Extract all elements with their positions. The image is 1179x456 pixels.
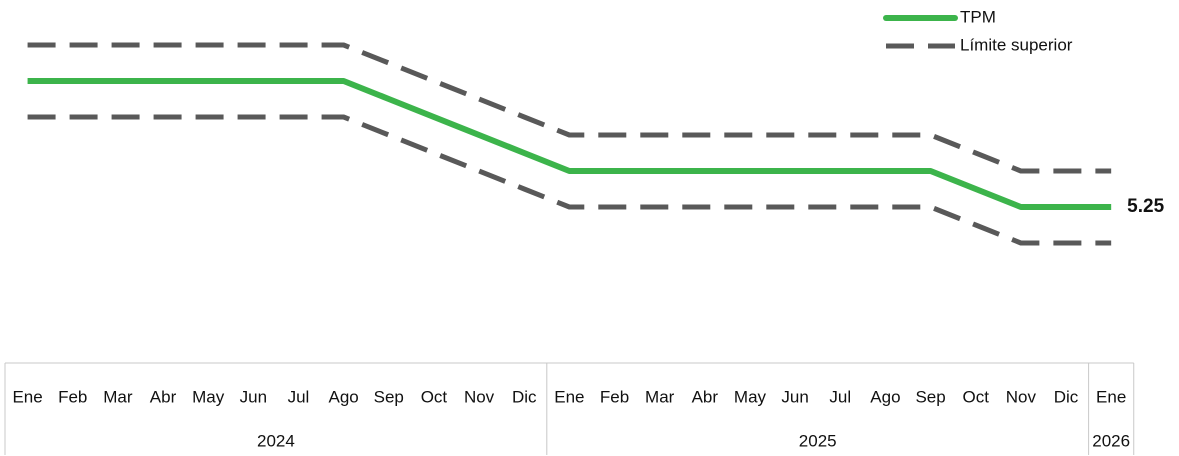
year-label: 2025 [799,431,837,450]
x-tick-label: Jul [288,387,310,406]
x-tick-label: Ago [870,387,900,406]
x-tick-label: May [192,387,225,406]
x-tick-label: Nov [1006,387,1037,406]
year-label: 2026 [1092,431,1130,450]
x-tick-label: May [734,387,767,406]
x-tick-label: Ene [12,387,42,406]
x-tick-label: Mar [103,387,133,406]
x-tick-label: Abr [150,387,177,406]
x-tick-label: Ene [1096,387,1126,406]
data-label: 5.25 [1127,196,1164,217]
x-tick-label: Mar [645,387,675,406]
x-tick-label: Abr [692,387,719,406]
x-tick-label: Feb [58,387,87,406]
x-tick-label: Jun [240,387,267,406]
x-tick-label: Jun [781,387,808,406]
band-line [27,42,1112,174]
x-tick-label: Ago [329,387,359,406]
band-line [27,114,1112,246]
x-tick-label: Ene [554,387,584,406]
legend-label: Límite superior [960,35,1073,54]
x-tick-label: Jul [829,387,851,406]
x-tick-label: Sep [915,387,945,406]
x-tick-label: Sep [374,387,404,406]
legend-label: TPM [960,7,996,26]
x-tick-label: Nov [464,387,495,406]
x-tick-label: Oct [962,387,989,406]
x-tick-label: Dic [512,387,537,406]
year-label: 2024 [257,431,295,450]
x-tick-label: Feb [600,387,629,406]
x-tick-label: Oct [421,387,448,406]
x-tick-label: Dic [1054,387,1079,406]
rate-line [27,78,1112,210]
